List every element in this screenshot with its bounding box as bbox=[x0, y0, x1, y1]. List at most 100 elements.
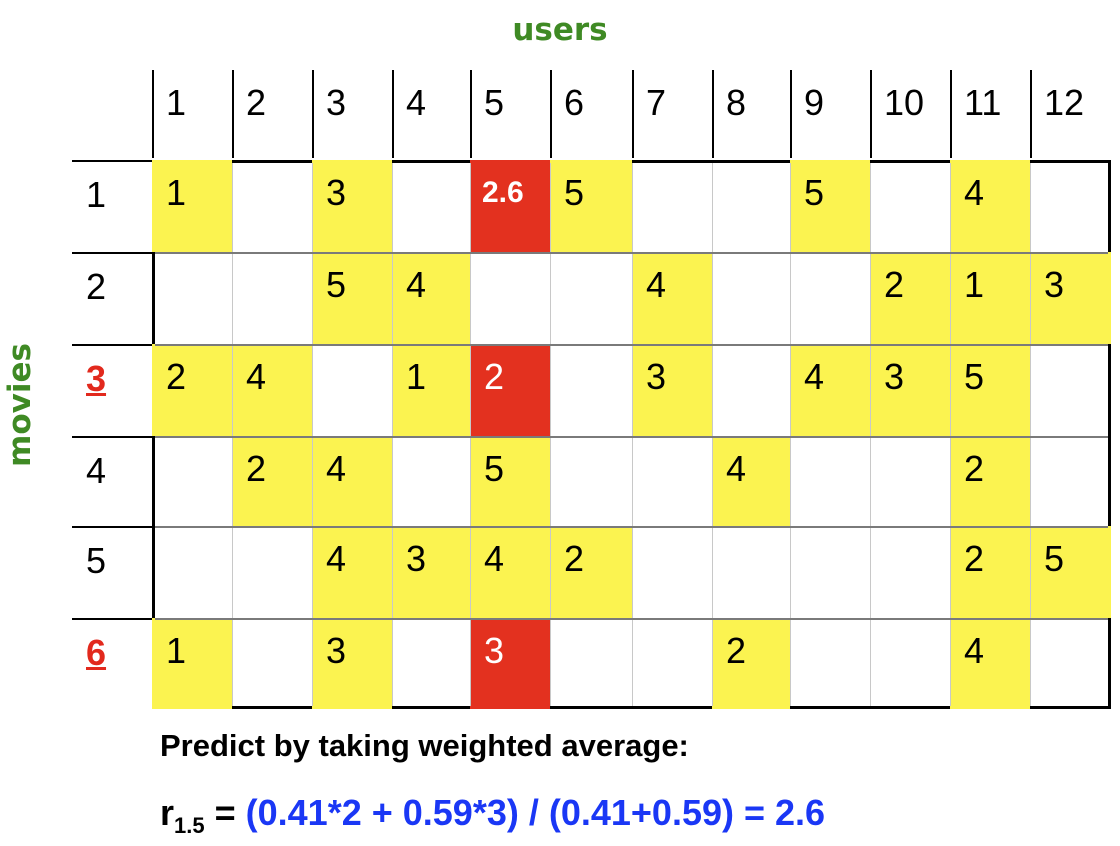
column-header-user-2: 2 bbox=[232, 70, 312, 158]
column-header-user-3: 3 bbox=[312, 70, 392, 158]
rating-cell-m5-u4: 3 bbox=[392, 526, 470, 618]
rating-cell-m3-u1: 2 bbox=[152, 344, 232, 436]
rating-cell-m4-u1 bbox=[152, 436, 232, 526]
rating-cell-m1-u7 bbox=[632, 160, 712, 252]
rating-cell-m5-u1 bbox=[152, 526, 232, 618]
rating-cell-m2-u11: 1 bbox=[950, 252, 1030, 344]
rating-cell-m6-u5: 3 bbox=[470, 618, 550, 709]
column-header-user-6: 6 bbox=[550, 70, 632, 158]
rating-cell-m1-u2 bbox=[232, 160, 312, 252]
rating-cell-m1-u3: 3 bbox=[312, 160, 392, 252]
rating-cell-m2-u12: 3 bbox=[1030, 252, 1111, 344]
rating-cell-m2-u8 bbox=[712, 252, 790, 344]
rating-cell-m5-u10 bbox=[870, 526, 950, 618]
column-header-user-11: 11 bbox=[950, 70, 1030, 158]
row-header-movie-5: 5 bbox=[72, 526, 152, 618]
rating-cell-m4-u2: 2 bbox=[232, 436, 312, 526]
rating-cell-m6-u4 bbox=[392, 618, 470, 709]
rating-cell-m5-u8 bbox=[712, 526, 790, 618]
movies-axis-label: movies bbox=[2, 343, 38, 467]
grid-vertical-line bbox=[1030, 163, 1031, 706]
rating-cell-m2-u9 bbox=[790, 252, 870, 344]
grid-vertical-line bbox=[232, 163, 233, 706]
rating-cell-m4-u8: 4 bbox=[712, 436, 790, 526]
grid-vertical-line bbox=[632, 163, 633, 706]
rating-cell-m3-u5: 2 bbox=[470, 344, 550, 436]
rating-cell-m2-u6 bbox=[550, 252, 632, 344]
grid-vertical-line bbox=[950, 163, 951, 706]
rating-cell-m2-u2 bbox=[232, 252, 312, 344]
grid-horizontal-line bbox=[155, 436, 1108, 438]
column-header-user-7: 7 bbox=[632, 70, 712, 158]
rating-cell-m1-u10 bbox=[870, 160, 950, 252]
column-header-user-1: 1 bbox=[152, 70, 232, 158]
grid-horizontal-line bbox=[155, 252, 1108, 254]
rating-cell-m4-u10 bbox=[870, 436, 950, 526]
rating-cell-m1-u9: 5 bbox=[790, 160, 870, 252]
rating-cell-m3-u8 bbox=[712, 344, 790, 436]
rating-cell-m4-u4 bbox=[392, 436, 470, 526]
rating-cell-m1-u8 bbox=[712, 160, 790, 252]
rating-cell-m2-u7: 4 bbox=[632, 252, 712, 344]
rating-cell-m5-u7 bbox=[632, 526, 712, 618]
rating-cell-m2-u5 bbox=[470, 252, 550, 344]
row-header-movie-2: 2 bbox=[72, 252, 152, 344]
rating-cell-m6-u10 bbox=[870, 618, 950, 709]
rating-cell-m6-u6 bbox=[550, 618, 632, 709]
column-header-user-4: 4 bbox=[392, 70, 470, 158]
rating-cell-m5-u2 bbox=[232, 526, 312, 618]
row-header-movie-1: 1 bbox=[72, 160, 152, 252]
grid-vertical-line bbox=[312, 163, 313, 706]
rating-cell-m3-u9: 4 bbox=[790, 344, 870, 436]
column-header-user-5: 5 bbox=[470, 70, 550, 158]
rating-cell-m1-u6: 5 bbox=[550, 160, 632, 252]
rating-cell-m3-u4: 1 bbox=[392, 344, 470, 436]
rating-cell-m6-u11: 4 bbox=[950, 618, 1030, 709]
rating-cell-m2-u1 bbox=[152, 252, 232, 344]
grid-vertical-line bbox=[790, 163, 791, 706]
grid-horizontal-line bbox=[155, 344, 1108, 346]
grid-vertical-line bbox=[392, 163, 393, 706]
rating-cell-m6-u2 bbox=[232, 618, 312, 709]
column-header-user-12: 12 bbox=[1030, 70, 1111, 158]
formula-lhs-subscript: 1.5 bbox=[174, 813, 205, 839]
rating-cell-m3-u7: 3 bbox=[632, 344, 712, 436]
rating-cell-m4-u5: 5 bbox=[470, 436, 550, 526]
formula-lhs: r1.5 = bbox=[160, 792, 246, 838]
rating-cell-m1-u1: 1 bbox=[152, 160, 232, 252]
formula-lhs-base: r bbox=[160, 792, 175, 833]
grid-vertical-line bbox=[870, 163, 871, 706]
rating-cell-m5-u6: 2 bbox=[550, 526, 632, 618]
rating-cell-m3-u11: 5 bbox=[950, 344, 1030, 436]
rating-cell-m5-u9 bbox=[790, 526, 870, 618]
rating-cell-m1-u4 bbox=[392, 160, 470, 252]
rating-cell-m1-u11: 4 bbox=[950, 160, 1030, 252]
rating-cell-m2-u3: 5 bbox=[312, 252, 392, 344]
rating-cell-m1-u5: 2.6 bbox=[470, 160, 550, 252]
rating-cell-m6-u7 bbox=[632, 618, 712, 709]
rating-cell-m3-u2: 4 bbox=[232, 344, 312, 436]
rating-cell-m5-u3: 4 bbox=[312, 526, 392, 618]
rating-cell-m4-u12 bbox=[1030, 436, 1111, 526]
grid-vertical-line bbox=[470, 163, 471, 706]
prediction-formula: r1.5 = (0.41*2 + 0.59*3) / (0.41+0.59) =… bbox=[160, 792, 825, 839]
rating-matrix: 1 3 2.6 5 5 4 5 4 4 2 1 3 2 4 1 2 3 4 3 5 2 4 5 4 2 4 3 4 2 2 5 1 3 3 2 4 bbox=[152, 160, 1111, 709]
rating-cell-m6-u9 bbox=[790, 618, 870, 709]
rating-cell-m3-u6 bbox=[550, 344, 632, 436]
grid-vertical-line bbox=[712, 163, 713, 706]
rating-cell-m3-u3 bbox=[312, 344, 392, 436]
column-header-user-8: 8 bbox=[712, 70, 790, 158]
column-header-user-10: 10 bbox=[870, 70, 950, 158]
row-header-movie-4: 4 bbox=[72, 436, 152, 526]
rating-cell-m2-u10: 2 bbox=[870, 252, 950, 344]
rating-cell-m6-u3: 3 bbox=[312, 618, 392, 709]
grid-horizontal-line bbox=[155, 526, 1108, 528]
rating-cell-m4-u11: 2 bbox=[950, 436, 1030, 526]
rating-cell-m1-u12 bbox=[1030, 160, 1111, 252]
row-header-movie-3: 3 bbox=[72, 344, 152, 436]
grid-vertical-line bbox=[550, 163, 551, 706]
column-header-user-9: 9 bbox=[790, 70, 870, 158]
users-axis-label: users bbox=[512, 12, 608, 48]
rating-cell-m4-u7 bbox=[632, 436, 712, 526]
rating-cell-m4-u6 bbox=[550, 436, 632, 526]
